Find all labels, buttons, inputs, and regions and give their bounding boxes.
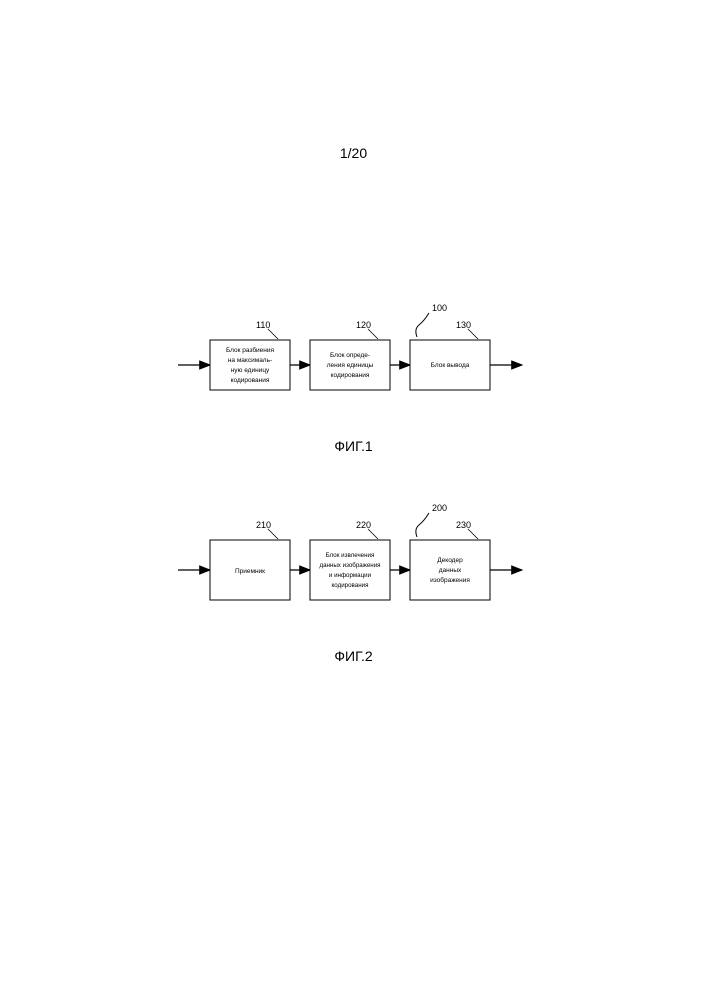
fig2-ref-230: 230	[456, 520, 471, 530]
fig1-caption: ФИГ.1	[0, 438, 707, 454]
fig2-block-220	[310, 540, 390, 600]
fig1-ref-110: 110	[256, 320, 270, 330]
fig2-ref-230-leader	[468, 529, 478, 539]
fig1-block-110-line1: Блок разбиения	[226, 346, 275, 354]
fig1-block-110-line4: кодирования	[231, 377, 270, 384]
fig2-system-ref: 200	[432, 503, 447, 513]
fig2-ref-220-leader	[368, 529, 378, 539]
fig1-ref-130-leader	[468, 329, 478, 339]
fig1-block-120-line3: кодирования	[331, 372, 370, 379]
fig2-ref-220: 220	[356, 520, 371, 530]
fig1-block-110-line2: на максималь-	[228, 357, 272, 364]
fig1-ref-120: 120	[356, 320, 371, 330]
page-number: 1/20	[0, 145, 707, 161]
fig2-block-220-line4: кодирования	[332, 582, 369, 589]
fig1-system-ref-leader	[416, 313, 429, 337]
fig1-block-120-line1: Блок опреде-	[330, 352, 370, 359]
page: 1/20 100 110 120 130	[0, 0, 707, 1000]
fig1-block-130-line1: Блок вывода	[431, 362, 470, 369]
fig2-caption: ФИГ.2	[0, 648, 707, 664]
fig2-block-230-line1: Декодер	[437, 557, 463, 564]
fig1-ref-120-leader	[368, 329, 378, 339]
fig2-ref-210: 210	[256, 520, 271, 530]
figure-2-svg: 200 210 220 230 Приемник Блок извлечения	[0, 495, 707, 615]
fig2-block-220-line3: и информации	[329, 572, 372, 579]
fig1-block-110-line3: ную единицу	[231, 367, 270, 374]
fig2-block-230-line2: данных	[439, 567, 462, 574]
fig1-block-120-line2: ления единицы	[327, 362, 374, 369]
fig1-system-ref: 100	[432, 303, 447, 313]
fig1-ref-130: 130	[456, 320, 471, 330]
fig1-ref-110-leader	[268, 329, 278, 339]
figure-2: 200 210 220 230 Приемник Блок извлечения	[0, 495, 707, 664]
fig2-block-230-line3: изображения	[430, 576, 470, 584]
fig2-block-210-line1: Приемник	[235, 568, 265, 575]
fig2-system-ref-leader	[416, 513, 429, 537]
fig2-ref-210-leader	[268, 529, 278, 539]
figure-1: 100 110 120 130 Блок разбиения на максим…	[0, 295, 707, 454]
fig2-block-220-line2: данных изображения	[319, 562, 380, 569]
fig2-block-220-line1: Блок извлечения	[326, 552, 375, 559]
figure-1-svg: 100 110 120 130 Блок разбиения на максим…	[0, 295, 707, 405]
